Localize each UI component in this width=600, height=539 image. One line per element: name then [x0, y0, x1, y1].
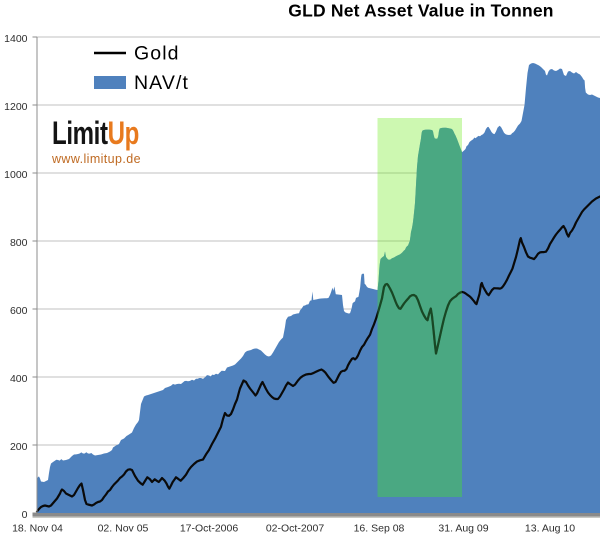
svg-text:200: 200: [10, 441, 28, 453]
svg-text:02. Nov 05: 02. Nov 05: [98, 523, 149, 535]
svg-text:GLD Net Asset Value in Tonnen: GLD Net Asset Value in Tonnen: [288, 1, 553, 21]
svg-text:1200: 1200: [4, 101, 28, 113]
svg-text:31. Aug 09: 31. Aug 09: [438, 523, 488, 535]
svg-text:17-Oct-2006: 17-Oct-2006: [180, 523, 239, 535]
svg-text:600: 600: [10, 305, 28, 317]
svg-text:18. Nov 04: 18. Nov 04: [12, 523, 63, 535]
svg-text:NAV/t: NAV/t: [134, 72, 189, 94]
svg-text:Gold: Gold: [134, 43, 180, 65]
svg-text:800: 800: [10, 237, 28, 249]
svg-text:02-Oct-2007: 02-Oct-2007: [266, 523, 325, 535]
svg-text:13. Aug 10: 13. Aug 10: [525, 523, 575, 535]
svg-text:1400: 1400: [4, 33, 28, 45]
svg-text:16. Sep 08: 16. Sep 08: [354, 523, 405, 535]
svg-text:0: 0: [22, 509, 28, 521]
svg-text:400: 400: [10, 373, 28, 385]
svg-text:1000: 1000: [4, 169, 28, 181]
